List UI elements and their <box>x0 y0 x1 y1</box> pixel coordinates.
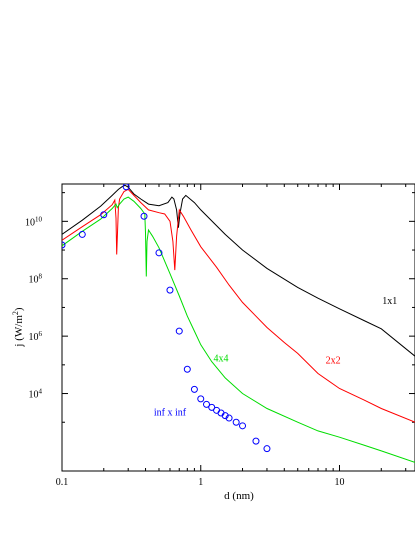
data-point-inf-x-inf <box>155 249 163 257</box>
data-point-inf-x-inf <box>225 414 233 422</box>
series-label-inf-x-inf: inf x inf <box>154 408 187 419</box>
x-tick-label: 1 <box>198 477 203 488</box>
y-axis-label: j (W/m2) <box>11 307 25 347</box>
series-label-2x2: 2x2 <box>326 356 341 367</box>
data-point-inf-x-inf <box>239 422 247 430</box>
data-point-inf-x-inf <box>62 241 66 249</box>
tick-labels: 0.1 1 10 104 106 108 1010 <box>25 215 345 488</box>
data-point-inf-x-inf <box>213 406 221 414</box>
data-point-inf-x-inf <box>232 418 240 426</box>
x-tick-label: 10 <box>335 477 345 488</box>
major-ticks <box>61 184 415 471</box>
y-tick-label: 104 <box>29 388 43 401</box>
data-point-inf-x-inf <box>78 230 86 238</box>
y-tick-label: 108 <box>29 273 43 286</box>
series-label-4x4: 4x4 <box>214 354 229 365</box>
series-layer <box>62 184 415 463</box>
data-point-inf-x-inf <box>100 211 108 219</box>
series-label-1x1: 1x1 <box>382 296 397 307</box>
y-tick-label: 1010 <box>25 215 43 228</box>
data-point-inf-x-inf <box>202 400 210 408</box>
data-point-inf-x-inf <box>122 184 130 191</box>
data-point-inf-x-inf <box>197 395 205 403</box>
x-tick-label: 0.1 <box>56 477 69 488</box>
series-line-1x1 <box>62 184 415 357</box>
minor-ticks <box>62 184 415 471</box>
data-point-inf-x-inf <box>140 212 148 220</box>
series-labels: 1x1 2x2 4x4 inf x inf <box>154 296 397 418</box>
data-point-inf-x-inf <box>183 365 191 373</box>
series-line-4x4 <box>62 196 415 463</box>
series-line-2x2 <box>62 188 415 423</box>
data-point-inf-x-inf <box>252 437 260 445</box>
plot-frame <box>61 183 415 472</box>
data-point-inf-x-inf <box>175 327 183 335</box>
x-axis-label: d (nm) <box>224 490 254 502</box>
y-tick-label: 106 <box>29 330 43 343</box>
data-point-inf-x-inf <box>166 286 174 294</box>
data-point-inf-x-inf <box>263 445 271 453</box>
data-point-inf-x-inf <box>190 385 198 393</box>
